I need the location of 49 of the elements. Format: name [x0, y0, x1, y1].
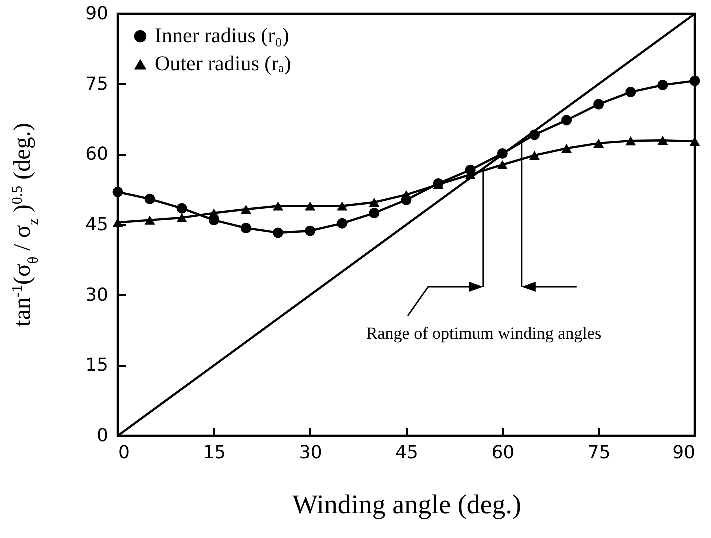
x-axis-title: Winding angle (deg.)	[292, 490, 522, 520]
point	[562, 115, 572, 126]
point	[658, 80, 668, 91]
point	[176, 203, 188, 214]
point	[658, 136, 668, 146]
point	[529, 151, 540, 160]
point	[240, 223, 252, 234]
x-tick-label: 45	[396, 442, 418, 464]
x-tick-label: 75	[588, 442, 611, 464]
point	[144, 194, 156, 204]
y-tick-label: 45	[86, 214, 108, 236]
annotation: Range of optimum winding angles	[366, 324, 602, 343]
point	[208, 208, 220, 218]
y-tick-label: 75	[86, 74, 108, 95]
y-tick-label: 90	[86, 4, 108, 24]
point	[112, 218, 124, 228]
y-tick-label: 60	[86, 144, 108, 166]
point	[144, 216, 156, 225]
x-tick-label: 0	[118, 442, 130, 464]
y-tick-label: 0	[97, 426, 108, 446]
x-tick-label: 30	[299, 442, 322, 464]
point	[562, 144, 572, 154]
point	[273, 202, 284, 211]
point	[337, 202, 348, 211]
point	[594, 138, 604, 148]
point	[497, 148, 508, 159]
point	[626, 87, 636, 98]
point	[401, 190, 412, 200]
point	[273, 228, 284, 238]
legend-label: Inner radius (r₀)	[155, 24, 290, 48]
point	[305, 202, 316, 211]
x-tick-label: 90	[672, 442, 696, 464]
point	[240, 204, 252, 214]
x-tick-label: 15	[203, 442, 226, 464]
x-tick-label: 60	[492, 442, 515, 464]
point	[337, 218, 348, 229]
point	[112, 186, 124, 198]
y-tick-label: 30	[86, 284, 108, 306]
point	[594, 99, 604, 110]
point	[369, 208, 380, 219]
point	[369, 198, 380, 208]
point	[626, 136, 636, 146]
point	[690, 76, 700, 86]
point	[176, 213, 188, 223]
point	[529, 130, 540, 140]
legend-label: Outer radius (rₐ)	[155, 52, 292, 76]
point	[305, 226, 316, 236]
y-tick-label: 15	[86, 355, 108, 376]
point	[497, 160, 508, 170]
